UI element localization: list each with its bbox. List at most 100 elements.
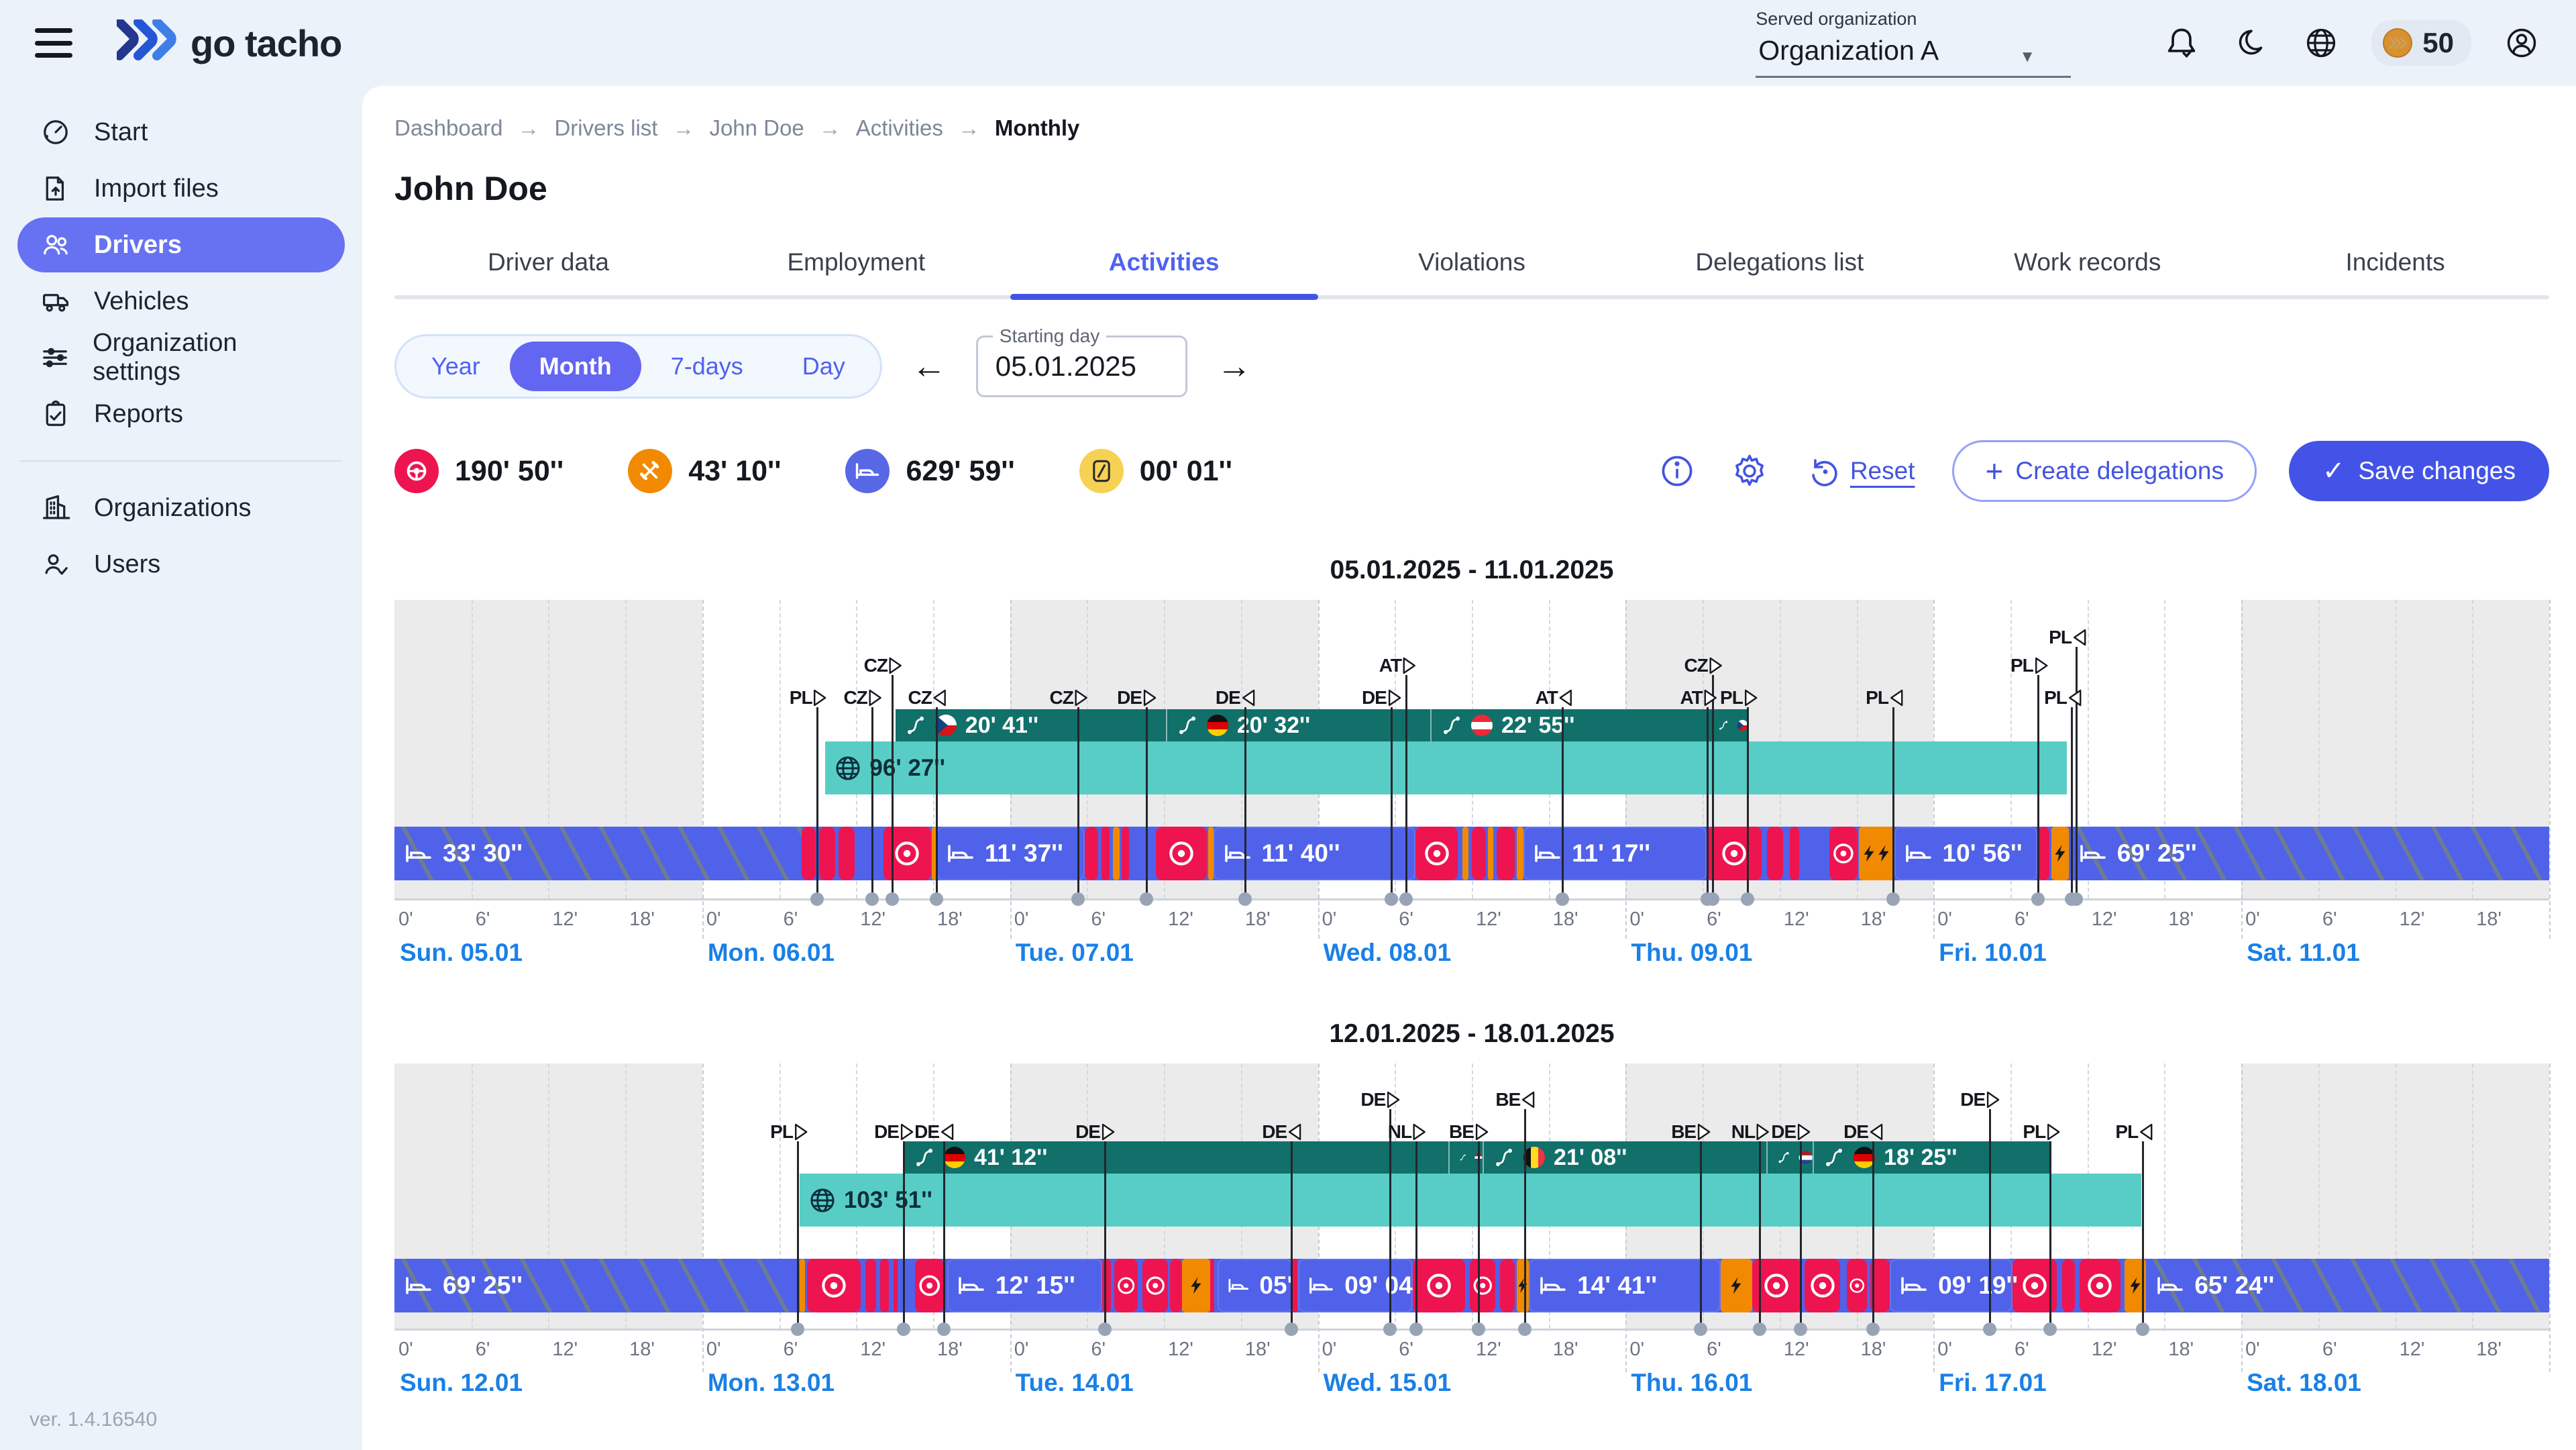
tab-activities[interactable]: Activities [1108, 248, 1220, 276]
info-icon[interactable] [1658, 452, 1696, 490]
country-bar-segment[interactable]: 21' 08'' [1483, 1141, 1766, 1174]
activity-segment-rest[interactable] [1523, 827, 1707, 880]
activity-segment-drive[interactable] [1472, 827, 1486, 880]
day-label[interactable]: Mon. 13.01 [707, 1369, 835, 1396]
country-bar-segment[interactable]: 41' 12'' [904, 1141, 1448, 1174]
activity-segment-rest[interactable] [936, 827, 1085, 880]
activity-segment-drive[interactable] [1156, 827, 1207, 880]
activity-segment-drive[interactable] [1210, 1259, 1215, 1312]
activity-segment-rest[interactable] [1217, 1259, 1293, 1312]
activity-segment-drive[interactable] [2037, 827, 2049, 880]
activity-segment-work[interactable] [2051, 827, 2069, 880]
activity-segment-drive[interactable] [802, 827, 816, 880]
activity-segment-work[interactable] [1488, 827, 1494, 880]
sidebar-item-drivers[interactable]: Drivers [17, 217, 345, 272]
app-logo[interactable]: go tacho [117, 19, 342, 66]
day-label[interactable]: Thu. 16.01 [1631, 1369, 1753, 1396]
activity-segment-work[interactable] [1517, 1259, 1529, 1312]
day-label[interactable]: Sun. 05.01 [400, 939, 523, 966]
sidebar-item-users[interactable]: Users [17, 537, 345, 592]
account-avatar-icon[interactable] [2502, 23, 2541, 62]
breadcrumb-item[interactable]: Activities [855, 115, 943, 140]
activity-segment-rest[interactable] [1894, 827, 2038, 880]
day-label[interactable]: Tue. 14.01 [1015, 1369, 1134, 1396]
activity-segment-drive[interactable] [1499, 1259, 1515, 1312]
activity-segment-rest[interactable] [1890, 1259, 2013, 1312]
day-label[interactable]: Fri. 17.01 [1939, 1369, 2047, 1396]
activity-segment-drive[interactable] [1101, 827, 1110, 880]
activity-segment-work[interactable] [1181, 1259, 1210, 1312]
activity-segment-drive[interactable] [818, 827, 835, 880]
activity-segment-drive[interactable] [1707, 827, 1762, 880]
activity-segment-work[interactable] [932, 827, 936, 880]
tab-driver-data[interactable]: Driver data [487, 248, 609, 276]
activity-segment-drive[interactable] [893, 1259, 898, 1312]
activity-segment-drive[interactable] [1805, 1259, 1841, 1312]
country-bar-segment[interactable]: 18' 25'' [1813, 1141, 2051, 1174]
breadcrumb-item[interactable]: John Doe [709, 115, 804, 140]
activity-segment-drive[interactable] [1415, 827, 1458, 880]
activity-segment-drive[interactable] [914, 1259, 945, 1312]
reset-button[interactable]: Reset [1809, 455, 1915, 487]
day-label[interactable]: Wed. 15.01 [1323, 1369, 1452, 1396]
activity-segment-rest[interactable] [1213, 827, 1416, 880]
credits-badge[interactable]: 50 [2371, 20, 2471, 66]
activity-segment-drive[interactable] [1789, 827, 1800, 880]
dark-mode-moon-icon[interactable] [2232, 23, 2271, 62]
activity-segment-work[interactable] [799, 1259, 805, 1312]
activity-segment-work[interactable] [1208, 827, 1214, 880]
save-changes-button[interactable]: ✓ Save changes [2288, 441, 2549, 501]
menu-icon[interactable] [35, 28, 72, 58]
activity-segment-work[interactable] [1720, 1259, 1752, 1312]
activity-segment-work[interactable] [1113, 827, 1120, 880]
period-option-year[interactable]: Year [431, 352, 480, 380]
day-label[interactable]: Sat. 18.01 [2247, 1369, 2361, 1396]
period-option-day[interactable]: Day [802, 352, 845, 380]
period-option-month[interactable]: Month [509, 342, 641, 391]
sidebar-item-vehicles[interactable]: Vehicles [17, 274, 345, 329]
activity-segment-rest[interactable] [1529, 1259, 1721, 1312]
sidebar-item-organizations[interactable]: Organizations [17, 480, 345, 535]
country-bar-segment[interactable]: 22' 55'' [1430, 709, 1707, 741]
activity-segment-drive[interactable] [1142, 1259, 1169, 1312]
activity-segment-hatch[interactable] [2146, 1259, 2549, 1312]
sidebar-item-reports[interactable]: Reports [17, 386, 345, 442]
activity-segment-work[interactable] [1517, 827, 1524, 880]
day-label[interactable]: Thu. 09.01 [1631, 939, 1753, 966]
sidebar-item-organization-settings[interactable]: Organization settings [17, 329, 345, 386]
create-delegations-button[interactable]: + Create delegations [1952, 440, 2257, 502]
country-bar-segment[interactable] [1766, 1141, 1813, 1174]
activity-segment-drive[interactable] [1767, 827, 1784, 880]
notifications-bell-icon[interactable] [2162, 23, 2201, 62]
activity-segment-drive[interactable] [807, 1259, 861, 1312]
settings-gear-icon[interactable] [1731, 452, 1768, 490]
breadcrumb-item[interactable]: Dashboard [394, 115, 503, 140]
activity-segment-rest[interactable] [947, 1259, 1103, 1312]
activity-segment-drive[interactable] [1412, 1259, 1466, 1312]
language-globe-icon[interactable] [2302, 23, 2341, 62]
day-label[interactable]: Sun. 12.01 [400, 1369, 523, 1396]
activity-segment-hatch[interactable] [2068, 827, 2549, 880]
activity-segment-drive[interactable] [865, 1259, 876, 1312]
activity-segment-drive[interactable] [2012, 1259, 2057, 1312]
activity-segment-drive[interactable] [1846, 1259, 1868, 1312]
tab-work-records[interactable]: Work records [2014, 248, 2161, 276]
activity-segment-drive[interactable] [1085, 827, 1098, 880]
day-label[interactable]: Fri. 10.01 [1939, 939, 2047, 966]
activity-segment-hatch[interactable] [394, 827, 802, 880]
period-option-7-days[interactable]: 7-days [670, 352, 743, 380]
activity-segment-drive[interactable] [880, 1259, 890, 1312]
activity-segment-drive[interactable] [838, 827, 855, 880]
activity-segment-drive[interactable] [2062, 1259, 2076, 1312]
tab-delegations-list[interactable]: Delegations list [1695, 248, 1864, 276]
next-period-button[interactable]: → [1216, 347, 1252, 386]
country-bar-segment[interactable]: 20' 32'' [1165, 709, 1430, 741]
activity-segment-work[interactable] [1462, 827, 1469, 880]
tab-incidents[interactable]: Incidents [2345, 248, 2445, 276]
activity-segment-rest[interactable] [1298, 1259, 1413, 1312]
activity-segment-drive[interactable] [1293, 1259, 1297, 1312]
activity-segment-work[interactable] [1858, 827, 1894, 880]
activity-segment-drive[interactable] [1114, 1259, 1138, 1312]
sidebar-item-start[interactable]: Start [17, 105, 345, 160]
activity-segment-drive[interactable] [2079, 1259, 2121, 1312]
